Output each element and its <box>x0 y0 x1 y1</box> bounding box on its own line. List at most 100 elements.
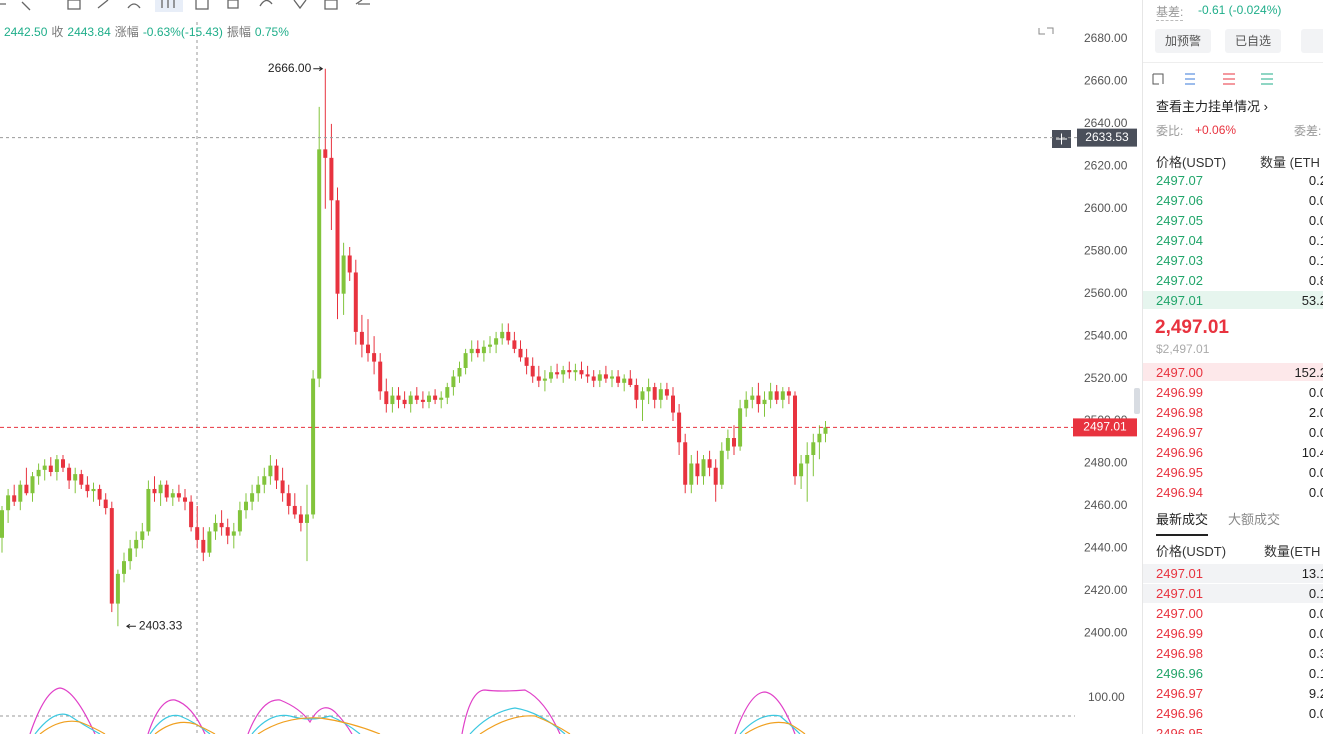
candle-body <box>488 344 492 347</box>
trade-quantity: 0.1 <box>1308 586 1323 601</box>
candle-body <box>140 531 145 540</box>
price: 2496.95 <box>1156 465 1203 480</box>
candle-body <box>219 522 224 528</box>
candle-body <box>713 467 718 485</box>
divider <box>1143 62 1323 63</box>
last-price-box <box>1073 418 1137 437</box>
button[interactable] <box>1301 29 1323 53</box>
quantity: 0.0 <box>1308 193 1323 208</box>
candle-body <box>262 476 267 485</box>
indicator-tick-label: 100.00 <box>1088 690 1125 704</box>
candle-body <box>634 384 639 400</box>
candle-body <box>500 331 505 339</box>
quantity: 53.2 <box>1301 293 1323 308</box>
candle-body <box>329 157 334 201</box>
quantity: 0.1 <box>1308 253 1323 268</box>
price: 2497.01 <box>1156 293 1203 308</box>
candle-body <box>561 370 566 375</box>
y-tick-label: 2420.00 <box>1084 583 1128 597</box>
arrow <box>125 623 136 629</box>
candle-body <box>256 484 261 494</box>
candle-body <box>433 395 438 400</box>
quantity: 0.0 <box>1308 465 1323 480</box>
candle-body <box>237 510 242 532</box>
expand-icon[interactable] <box>1038 27 1054 35</box>
panel-handle <box>1134 388 1140 414</box>
candle-body <box>298 514 303 523</box>
candle-body <box>530 365 535 377</box>
price: 2497.05 <box>1156 213 1203 228</box>
tab[interactable]: 大额成交 <box>1228 512 1281 527</box>
candle-body <box>347 255 352 273</box>
depth-link[interactable]: 查看主力挂单情况 › <box>1156 99 1268 114</box>
last-price-usd: $2,497.01 <box>1156 342 1210 356</box>
order-panel: 基差: -0.61 (-0.024%) 加预警 已自选 查看主力挂单情况 › 委… <box>1142 0 1323 734</box>
candle-body <box>103 499 108 509</box>
candle-body <box>768 391 773 400</box>
candle-body <box>390 395 395 405</box>
quote-value: -0.63%(-15.43) <box>142 25 223 39</box>
row-highlight <box>1143 363 1323 381</box>
depth-link-text: 查看主力挂单情况 <box>1156 99 1261 114</box>
candle-body <box>622 378 627 383</box>
toolbar-icons <box>0 0 370 12</box>
depth-icons <box>1152 73 1273 85</box>
button[interactable]: 已自选 <box>1225 29 1281 53</box>
basis-label: 基差: <box>1156 5 1184 21</box>
candle-body <box>30 476 35 494</box>
candle-body <box>695 463 700 477</box>
candle-body <box>518 348 523 358</box>
candle-body <box>48 465 53 472</box>
candle-body <box>158 484 163 494</box>
candle-body <box>378 361 383 392</box>
candle-body <box>536 376 541 381</box>
candle-body <box>701 459 706 477</box>
candle-body <box>610 376 614 379</box>
candle-body <box>292 505 297 515</box>
trade-price: 2496.99 <box>1156 626 1203 641</box>
quantity: 10.4 <box>1301 445 1323 460</box>
column-header: 价格(USDT) <box>1156 544 1227 559</box>
trade-price: 2496.96 <box>1156 706 1203 721</box>
candle-body <box>646 387 651 392</box>
price: 2497.02 <box>1156 273 1203 288</box>
candle-body <box>475 348 480 354</box>
y-tick-label: 2660.00 <box>1084 74 1128 88</box>
candle-body <box>225 527 230 536</box>
candle-body <box>402 399 407 405</box>
last-price-label: 2497.01 <box>1083 420 1127 434</box>
quantity: 0.2 <box>1308 173 1323 188</box>
candle-body <box>286 493 291 506</box>
candle-body <box>195 527 200 540</box>
trade-price: 2497.01 <box>1156 586 1203 601</box>
candle-body <box>115 573 120 604</box>
column-header: 价格(USDT) <box>1156 155 1227 170</box>
y-tick-label: 2620.00 <box>1084 159 1128 173</box>
candle-body <box>73 474 78 481</box>
candle-body <box>683 442 688 485</box>
quote-label: 涨幅 <box>114 25 139 39</box>
candle-body <box>451 376 456 388</box>
candle-body <box>427 395 431 402</box>
candle-body <box>189 501 194 528</box>
add-icon <box>1056 133 1067 145</box>
candle-body <box>268 465 273 477</box>
button[interactable]: 加预警 <box>1155 29 1211 53</box>
row-highlight <box>1143 291 1323 309</box>
candle-body <box>469 348 474 354</box>
candle-body <box>305 514 309 523</box>
ratio-label: 委比: <box>1156 124 1184 138</box>
trade-quantity: 13.1 <box>1301 566 1323 581</box>
candle-body <box>250 493 255 502</box>
ratio-value: +0.06% <box>1195 123 1237 137</box>
diff-label: 委差: <box>1294 124 1322 138</box>
candle-body <box>366 344 370 354</box>
low-label: 2403.33 <box>139 618 183 632</box>
arrow <box>313 66 324 72</box>
tab[interactable]: 最新成交 <box>1156 509 1209 536</box>
candle-body <box>67 467 72 481</box>
candle-body <box>762 399 767 405</box>
quantity: 0.8 <box>1308 273 1323 288</box>
candle-body <box>817 433 822 443</box>
price: 2497.03 <box>1156 253 1203 268</box>
